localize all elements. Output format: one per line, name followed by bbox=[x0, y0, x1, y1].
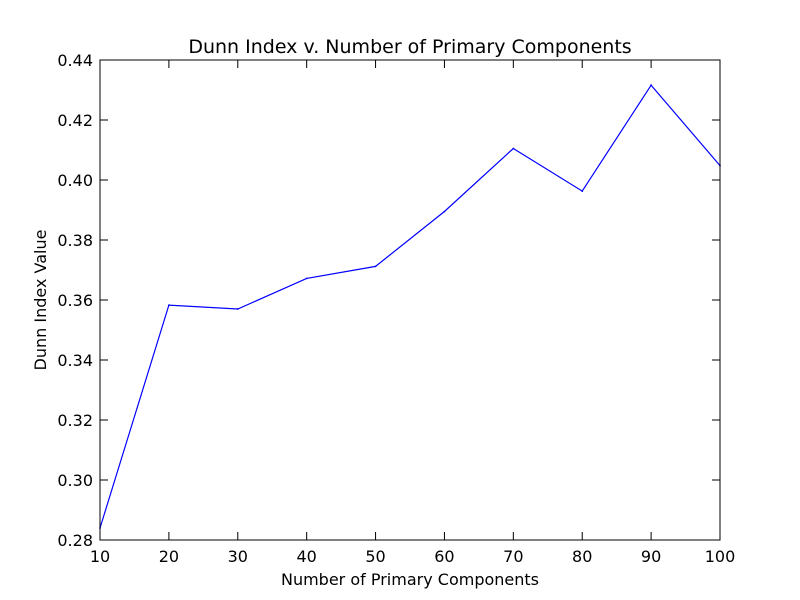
series-line bbox=[99, 84, 721, 529]
tick-layer: 10 20 30 40 50 60 70 80 90 100 0.28 0.30 0.32 0.34 0.3… bbox=[57, 51, 735, 566]
x-tick-label: 20 bbox=[159, 547, 179, 566]
data-point bbox=[512, 147, 515, 150]
y-tick-label: 0.28 bbox=[57, 531, 93, 550]
data-point bbox=[443, 210, 446, 213]
y-tick-label: 0.44 bbox=[57, 51, 93, 70]
x-tick-label: 30 bbox=[228, 547, 248, 566]
x-tick-label: 40 bbox=[296, 547, 316, 566]
y-tick-label: 0.32 bbox=[57, 411, 93, 430]
x-tick-label: 100 bbox=[705, 547, 736, 566]
x-tick-label: 70 bbox=[503, 547, 523, 566]
series-layer bbox=[99, 84, 721, 529]
data-point bbox=[374, 265, 377, 268]
y-tick-label: 0.36 bbox=[57, 291, 93, 310]
data-point bbox=[167, 304, 170, 306]
data-point bbox=[236, 308, 239, 310]
data-point bbox=[650, 84, 653, 87]
y-axis-title: Dunn Index Value bbox=[31, 230, 50, 371]
y-tick-label: 0.38 bbox=[57, 231, 93, 250]
x-axis-title: Number of Primary Components bbox=[281, 570, 539, 589]
chart-title: Dunn Index v. Number of Primary Componen… bbox=[188, 36, 631, 58]
x-tick-label: 10 bbox=[90, 547, 110, 566]
x-tick-label: 60 bbox=[434, 547, 454, 566]
y-tick-label: 0.30 bbox=[57, 471, 93, 490]
y-tick-label: 0.40 bbox=[57, 171, 93, 190]
plot-area-frame bbox=[99, 59, 721, 541]
x-tick-label: 50 bbox=[365, 547, 385, 566]
x-tick-label: 90 bbox=[641, 547, 661, 566]
y-tick-label: 0.42 bbox=[57, 111, 93, 130]
data-point bbox=[581, 190, 584, 193]
data-point bbox=[305, 277, 308, 280]
x-tick-label: 80 bbox=[572, 547, 592, 566]
y-tick-label: 0.34 bbox=[57, 351, 93, 370]
